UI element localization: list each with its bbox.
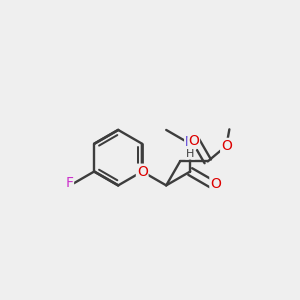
Text: O: O [221, 139, 232, 153]
Text: O: O [210, 177, 221, 191]
Text: O: O [188, 134, 199, 148]
Text: H: H [186, 149, 194, 159]
Text: F: F [65, 176, 73, 190]
Text: N: N [185, 135, 195, 149]
Text: O: O [137, 164, 148, 178]
